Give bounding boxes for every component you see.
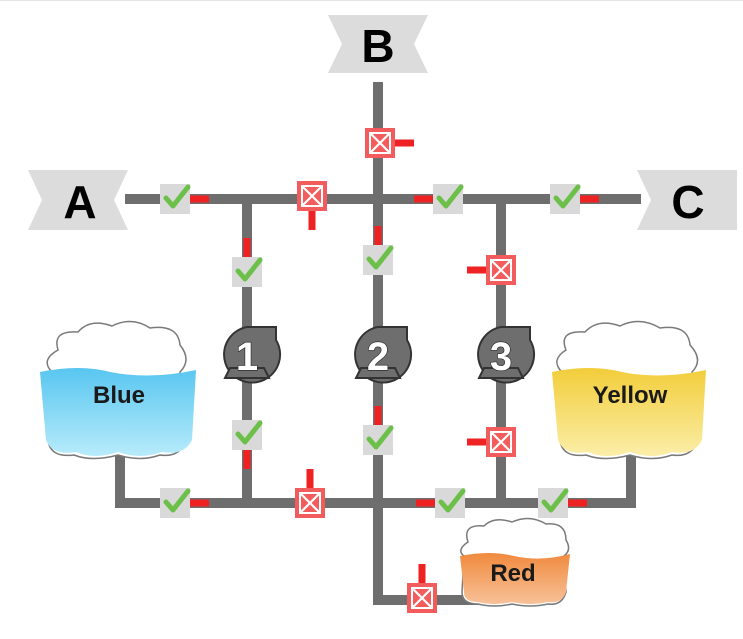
close-icon (302, 186, 322, 206)
valve-yellow-out[interactable] (538, 488, 587, 518)
check-icon (235, 420, 263, 445)
pump-2[interactable]: 2 (354, 326, 413, 384)
tank-yellow-label: Yellow (593, 382, 668, 409)
close-icon (412, 588, 432, 608)
port-a-label: A (63, 176, 96, 228)
valve-pump1-upper[interactable] (232, 238, 263, 287)
tank-yellow: Yellow (552, 320, 706, 460)
check-icon (366, 425, 394, 450)
close-icon (370, 133, 390, 153)
valves (160, 128, 599, 613)
pump-3-base (477, 367, 525, 379)
pump-1-label: 1 (236, 335, 258, 379)
tank-red-label: Red (490, 560, 535, 587)
pump-2-base (354, 367, 402, 379)
valve-b-top[interactable] (365, 128, 414, 158)
valve-bottom-right-mid[interactable] (416, 488, 466, 518)
check-icon (438, 488, 466, 513)
closed-frame (411, 587, 433, 609)
valve-top-right-mid[interactable] (414, 184, 464, 214)
tank-red-liquid (460, 553, 570, 604)
check-icon (163, 184, 191, 209)
port-b-tag (328, 15, 428, 73)
tank-blue-label: Blue (93, 382, 145, 409)
valve-red-in[interactable] (407, 564, 437, 613)
valve-c-top[interactable] (550, 184, 599, 214)
valve-top-left-mid[interactable] (297, 181, 327, 230)
pump-3-label: 3 (490, 335, 512, 379)
closed-frame (369, 132, 391, 154)
port-c[interactable]: C (637, 170, 737, 230)
check-icon (366, 245, 394, 270)
valve-pump2-lower[interactable] (363, 406, 394, 455)
check-icon (436, 184, 464, 209)
tank-yellow-liquid (552, 368, 706, 456)
valve-bottom-mid[interactable] (295, 469, 325, 518)
tank-red: Red (460, 517, 570, 607)
pump-2-label: 2 (367, 335, 389, 379)
pump-1[interactable]: 1 (223, 326, 282, 384)
closed-frame (301, 185, 323, 207)
closed-frame (490, 259, 512, 281)
port-b[interactable]: B (328, 15, 428, 73)
port-c-tag (637, 170, 737, 230)
check-icon (163, 488, 191, 513)
check-icon (541, 488, 569, 513)
close-icon (491, 432, 511, 452)
close-icon (491, 260, 511, 280)
check-icon (235, 257, 263, 282)
pump-1-base (223, 367, 271, 379)
port-a[interactable]: A (28, 170, 128, 230)
valve-pump3-lower[interactable] (467, 427, 516, 457)
pump-3[interactable]: 3 (477, 326, 536, 384)
valve-a-top[interactable] (160, 184, 209, 214)
valve-pump1-lower[interactable] (232, 420, 263, 469)
tank-blue-liquid (40, 368, 196, 456)
closed-frame (299, 492, 321, 514)
valve-pump3-upper[interactable] (467, 255, 516, 285)
port-a-tag (28, 170, 128, 230)
port-c-label: C (671, 176, 704, 228)
valve-blue-out[interactable] (160, 488, 209, 518)
tank-blue: Blue (40, 320, 196, 460)
port-b-label: B (361, 20, 394, 72)
valve-pump2-upper[interactable] (363, 226, 394, 275)
close-icon (300, 493, 320, 513)
check-icon (553, 184, 581, 209)
closed-frame (490, 431, 512, 453)
